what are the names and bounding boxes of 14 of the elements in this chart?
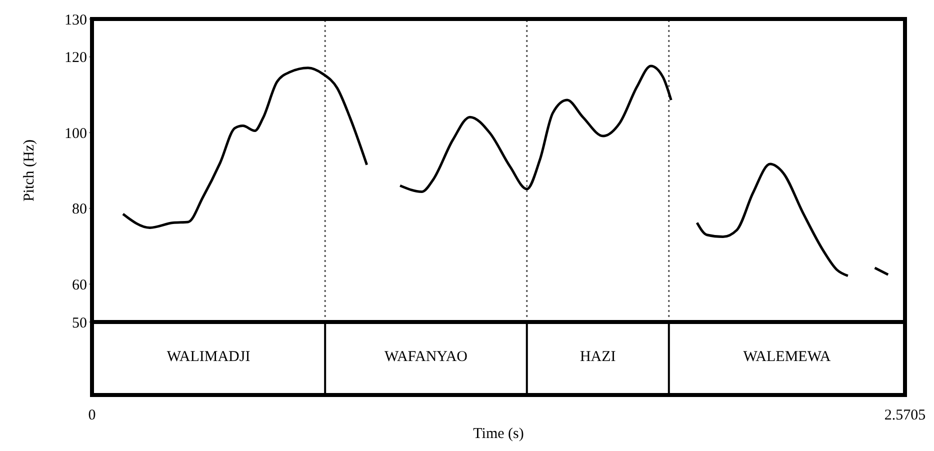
y-tick-label: 130 (64, 12, 87, 28)
x-axis-title: Time (s) (472, 426, 525, 443)
y-tick-label: 120 (64, 50, 87, 66)
text: WALEMEWA (742, 348, 832, 366)
text: HAZI (578, 348, 617, 366)
y-tick-label: 100 (64, 126, 87, 142)
y-tick-label: 60 (72, 277, 87, 294)
y-tick-label: 50 (72, 315, 87, 332)
x-tick-label: 0 (88, 408, 96, 424)
y-axis-title: Pitch (Hz) (21, 139, 38, 202)
y-tick-label: 80 (72, 202, 87, 218)
text: WALIMADJI (166, 348, 252, 366)
x-tick-label: 2.5705 (884, 408, 926, 424)
text: WAFANYAO (383, 348, 469, 366)
